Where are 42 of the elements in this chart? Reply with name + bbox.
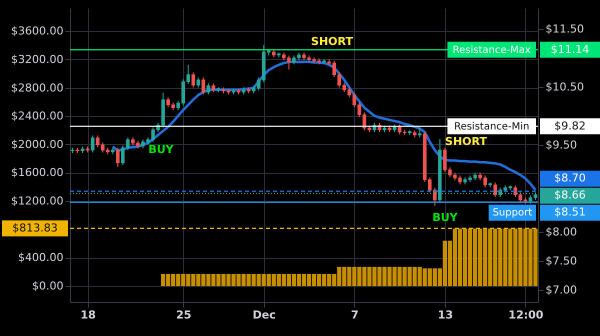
y-tick-label: $2800.00 (11, 81, 64, 94)
legend-label: $8.51 (554, 206, 586, 219)
y2-tick-label: $10.50 (546, 80, 584, 94)
ref-line-label: $813.83 (12, 221, 58, 234)
y2-tick-label: $8.00 (546, 225, 577, 238)
y-tick-label: $400.00 (18, 251, 64, 264)
candlestick (196, 77, 200, 88)
y-tick-label: $0.00 (32, 280, 64, 292)
candlestick (90, 135, 94, 153)
ref-line-label: $9.82 (554, 119, 586, 132)
candlestick (202, 77, 206, 95)
x-tick-label: 13 (438, 308, 454, 322)
y2-tick-label: $7.00 (546, 283, 577, 296)
annotation: SHORT (445, 135, 488, 148)
x-tick-label: 12:00 (508, 308, 544, 322)
candlestick (206, 82, 210, 95)
y-tick-label: $1600.00 (11, 166, 64, 180)
y-tick-label: $3600.00 (11, 24, 64, 38)
candlestick (191, 72, 196, 88)
x-tick-label: 25 (176, 308, 192, 322)
annotation: BUY (432, 211, 459, 224)
x-tick-label: 18 (80, 308, 96, 322)
ref-line-label: $8.70 (554, 172, 586, 185)
annotation: Resistance-Max (452, 44, 531, 56)
candlestick (116, 147, 120, 168)
x-tick-label: 7 (350, 308, 359, 322)
y-tick-label: $3200.00 (11, 52, 64, 66)
y2-tick-label: $11.50 (546, 22, 584, 36)
annotation: SHORT (311, 35, 354, 48)
annotation: BUY (148, 143, 175, 156)
ref-line-label: $8.66 (554, 188, 586, 202)
annotation: Support (492, 208, 532, 219)
y2-tick-label: $9.50 (546, 138, 577, 152)
candlestick (493, 182, 498, 198)
y2-tick-label: $7.50 (546, 254, 577, 268)
annotation: Resistance-Min (454, 121, 530, 132)
x-tick-label: Dec (252, 308, 276, 322)
y-tick-label: $2000.00 (11, 138, 64, 151)
ref-line-label: $11.14 (550, 42, 590, 56)
candlestick (418, 126, 422, 138)
y-tick-label: $1200.00 (11, 194, 64, 208)
y-tick-label: $2400.00 (11, 110, 64, 123)
